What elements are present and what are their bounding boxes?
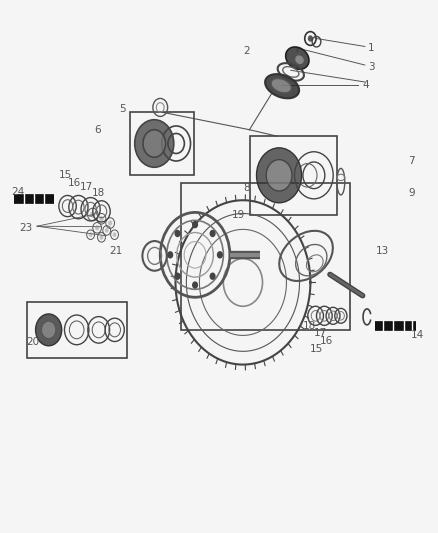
Bar [130,112,194,175]
Text: 20: 20 [27,337,40,347]
Circle shape [105,228,109,233]
Text: 17: 17 [313,328,327,338]
Ellipse shape [295,55,304,64]
Circle shape [217,251,223,259]
Text: 24: 24 [11,187,24,197]
Text: 16: 16 [320,336,334,346]
Text: 14: 14 [410,330,424,341]
Circle shape [42,321,56,338]
Text: 2: 2 [243,46,250,56]
Circle shape [257,148,302,203]
Circle shape [90,212,95,217]
Text: 1: 1 [368,43,374,53]
Circle shape [95,225,99,230]
Text: 18: 18 [92,188,105,198]
Text: 7: 7 [408,156,415,166]
Text: 6: 6 [94,125,101,135]
Text: 5: 5 [119,104,125,114]
Circle shape [209,272,215,280]
Text: 16: 16 [68,177,81,188]
Circle shape [135,120,174,167]
Circle shape [308,35,313,42]
Text: 19: 19 [232,210,245,220]
Text: 21: 21 [110,246,123,256]
Ellipse shape [286,47,309,69]
Circle shape [99,216,104,221]
Circle shape [167,251,173,259]
Circle shape [143,130,166,157]
Circle shape [174,230,180,237]
Bar [251,136,337,215]
Text: 17: 17 [80,182,93,192]
Text: 15: 15 [310,344,323,354]
Text: 4: 4 [363,79,369,90]
Circle shape [209,230,215,237]
Circle shape [266,159,292,191]
Circle shape [99,235,103,240]
Circle shape [35,314,62,346]
Text: 15: 15 [59,171,72,180]
Text: 9: 9 [408,188,415,198]
Text: 23: 23 [19,223,32,233]
Circle shape [113,232,117,237]
Circle shape [88,232,92,237]
Ellipse shape [265,74,299,98]
Bar [27,302,127,358]
Bar [181,183,350,330]
Text: 3: 3 [368,62,374,71]
Circle shape [174,272,180,280]
Text: 18: 18 [303,321,316,331]
Text: 13: 13 [376,246,389,256]
Circle shape [192,281,198,289]
Text: 8: 8 [243,183,250,193]
Circle shape [108,220,113,225]
Circle shape [192,221,198,228]
Ellipse shape [271,78,291,93]
